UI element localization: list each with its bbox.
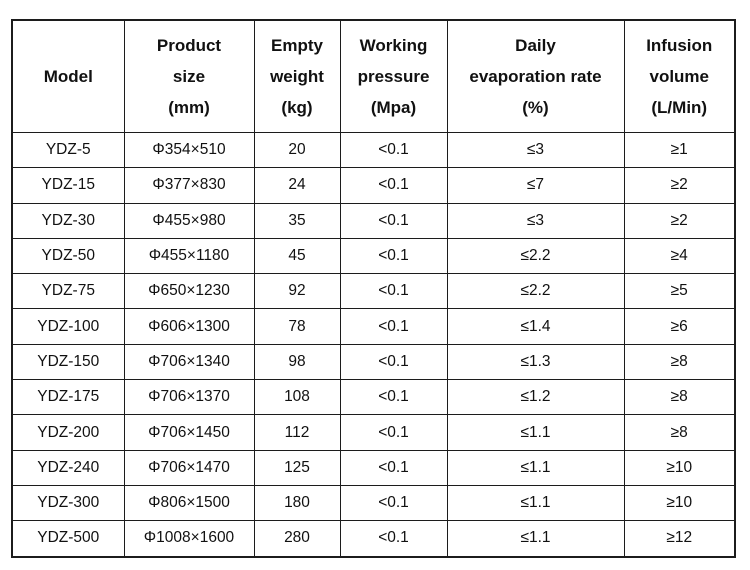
table-body: YDZ-5 Φ354×510 20 <0.1 ≤3 ≥1 YDZ-15 Φ377…	[11, 131, 736, 558]
cell-working-pressure: <0.1	[339, 449, 448, 486]
cell-model: YDZ-175	[11, 379, 125, 416]
cell-evaporation-rate: ≤1.1	[446, 414, 625, 451]
cell-evaporation-rate: ≤1.4	[446, 308, 625, 345]
cell-model: YDZ-5	[11, 131, 125, 169]
column-header-evaporation-rate: Daily evaporation rate (%)	[446, 19, 625, 133]
cell-product-size: Φ806×1500	[123, 484, 255, 522]
column-header-product-size: Product size (mm)	[123, 19, 255, 133]
cell-working-pressure: <0.1	[339, 484, 448, 522]
cell-product-size: Φ354×510	[123, 131, 255, 169]
cell-evaporation-rate: ≤2.2	[446, 273, 625, 310]
cell-empty-weight: 280	[253, 520, 341, 558]
table-row: YDZ-150 Φ706×1340 98 <0.1 ≤1.3 ≥8	[11, 343, 736, 381]
cell-infusion-volume: ≥1	[623, 131, 736, 169]
cell-empty-weight: 45	[253, 237, 341, 275]
table-row: YDZ-175 Φ706×1370 108 <0.1 ≤1.2 ≥8	[11, 379, 736, 416]
cell-evaporation-rate: ≤1.2	[446, 379, 625, 416]
table-row: YDZ-500 Φ1008×1600 280 <0.1 ≤1.1 ≥12	[11, 520, 736, 558]
cell-infusion-volume: ≥5	[623, 273, 736, 310]
cell-product-size: Φ706×1340	[123, 343, 255, 381]
table-row: YDZ-75 Φ650×1230 92 <0.1 ≤2.2 ≥5	[11, 273, 736, 310]
spec-table-container: Model Product size (mm) Empty weight (kg…	[11, 19, 736, 558]
cell-model: YDZ-240	[11, 449, 125, 486]
cell-empty-weight: 78	[253, 308, 341, 345]
cell-product-size: Φ650×1230	[123, 273, 255, 310]
cell-infusion-volume: ≥8	[623, 379, 736, 416]
cell-empty-weight: 180	[253, 484, 341, 522]
cell-working-pressure: <0.1	[339, 131, 448, 169]
cell-empty-weight: 112	[253, 414, 341, 451]
column-header-empty-weight: Empty weight (kg)	[253, 19, 341, 133]
cell-infusion-volume: ≥10	[623, 484, 736, 522]
cell-product-size: Φ706×1450	[123, 414, 255, 451]
table-row: YDZ-30 Φ455×980 35 <0.1 ≤3 ≥2	[11, 202, 736, 239]
cell-infusion-volume: ≥12	[623, 520, 736, 558]
cell-evaporation-rate: ≤1.3	[446, 343, 625, 381]
cell-product-size: Φ1008×1600	[123, 520, 255, 558]
cell-model: YDZ-75	[11, 273, 125, 310]
cell-infusion-volume: ≥6	[623, 308, 736, 345]
cell-model: YDZ-300	[11, 484, 125, 522]
cell-working-pressure: <0.1	[339, 237, 448, 275]
cell-product-size: Φ706×1470	[123, 449, 255, 486]
cell-evaporation-rate: ≤2.2	[446, 237, 625, 275]
column-header-infusion-volume: Infusion volume (L/Min)	[623, 19, 736, 133]
cell-model: YDZ-200	[11, 414, 125, 451]
cell-infusion-volume: ≥8	[623, 343, 736, 381]
cell-empty-weight: 92	[253, 273, 341, 310]
cell-model: YDZ-30	[11, 202, 125, 239]
cell-model: YDZ-100	[11, 308, 125, 345]
cell-product-size: Φ606×1300	[123, 308, 255, 345]
cell-product-size: Φ455×1180	[123, 237, 255, 275]
table-row: YDZ-50 Φ455×1180 45 <0.1 ≤2.2 ≥4	[11, 237, 736, 275]
cell-empty-weight: 108	[253, 379, 341, 416]
table-row: YDZ-15 Φ377×830 24 <0.1 ≤7 ≥2	[11, 167, 736, 204]
cell-model: YDZ-500	[11, 520, 125, 558]
cell-product-size: Φ706×1370	[123, 379, 255, 416]
header-row: Model Product size (mm) Empty weight (kg…	[11, 19, 736, 133]
cell-infusion-volume: ≥4	[623, 237, 736, 275]
column-header-model: Model	[11, 19, 125, 133]
cell-model: YDZ-50	[11, 237, 125, 275]
cell-model: YDZ-150	[11, 343, 125, 381]
cell-empty-weight: 20	[253, 131, 341, 169]
table-row: YDZ-300 Φ806×1500 180 <0.1 ≤1.1 ≥10	[11, 484, 736, 522]
cell-working-pressure: <0.1	[339, 308, 448, 345]
cell-empty-weight: 98	[253, 343, 341, 381]
cell-infusion-volume: ≥2	[623, 202, 736, 239]
cell-working-pressure: <0.1	[339, 414, 448, 451]
cell-working-pressure: <0.1	[339, 343, 448, 381]
cell-working-pressure: <0.1	[339, 273, 448, 310]
cell-evaporation-rate: ≤1.1	[446, 484, 625, 522]
cell-empty-weight: 125	[253, 449, 341, 486]
table-row: YDZ-100 Φ606×1300 78 <0.1 ≤1.4 ≥6	[11, 308, 736, 345]
cell-working-pressure: <0.1	[339, 379, 448, 416]
table-row: YDZ-240 Φ706×1470 125 <0.1 ≤1.1 ≥10	[11, 449, 736, 486]
cell-working-pressure: <0.1	[339, 167, 448, 204]
table-header: Model Product size (mm) Empty weight (kg…	[11, 19, 736, 133]
cell-infusion-volume: ≥8	[623, 414, 736, 451]
cell-infusion-volume: ≥2	[623, 167, 736, 204]
cell-model: YDZ-15	[11, 167, 125, 204]
cell-product-size: Φ455×980	[123, 202, 255, 239]
cell-evaporation-rate: ≤7	[446, 167, 625, 204]
cell-infusion-volume: ≥10	[623, 449, 736, 486]
table-row: YDZ-200 Φ706×1450 112 <0.1 ≤1.1 ≥8	[11, 414, 736, 451]
cell-product-size: Φ377×830	[123, 167, 255, 204]
column-header-working-pressure: Working pressure (Mpa)	[339, 19, 448, 133]
cell-working-pressure: <0.1	[339, 202, 448, 239]
cell-working-pressure: <0.1	[339, 520, 448, 558]
cell-evaporation-rate: ≤1.1	[446, 449, 625, 486]
cell-evaporation-rate: ≤3	[446, 202, 625, 239]
cell-empty-weight: 35	[253, 202, 341, 239]
cell-evaporation-rate: ≤1.1	[446, 520, 625, 558]
product-spec-table: Model Product size (mm) Empty weight (kg…	[11, 19, 736, 558]
cell-empty-weight: 24	[253, 167, 341, 204]
cell-evaporation-rate: ≤3	[446, 131, 625, 169]
table-row: YDZ-5 Φ354×510 20 <0.1 ≤3 ≥1	[11, 131, 736, 169]
